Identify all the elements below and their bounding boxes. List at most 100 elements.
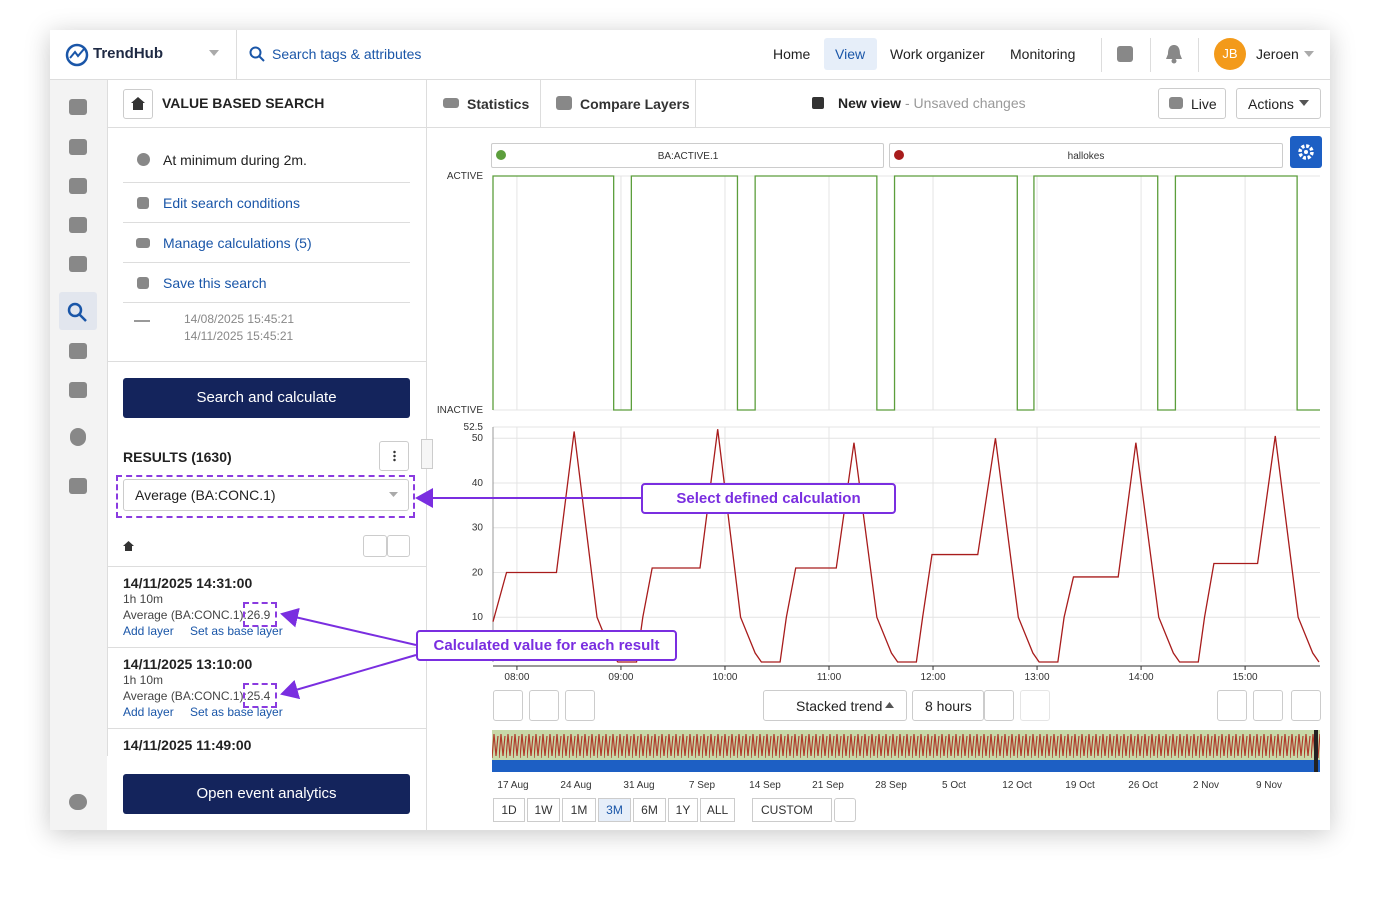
divider (540, 80, 541, 127)
divider (1198, 38, 1199, 72)
divider (123, 302, 410, 303)
avatar[interactable]: JB (1214, 38, 1246, 70)
panel-title: VALUE BASED SEARCH (162, 95, 324, 111)
actions-label[interactable]: Actions (1248, 96, 1294, 112)
save-icon (137, 277, 149, 289)
callout: Calculated value for each result (416, 630, 677, 661)
base-layer-link[interactable]: Set as base layer (190, 705, 283, 719)
settings-icon[interactable] (69, 794, 87, 810)
rail-icon[interactable] (70, 428, 86, 446)
rail-icon[interactable] (69, 256, 87, 272)
rail-icon[interactable] (69, 478, 87, 494)
next-button[interactable] (1291, 690, 1321, 721)
live-icon (1169, 97, 1183, 109)
range-button[interactable]: 6M (633, 798, 666, 822)
action-link[interactable]: Save this search (163, 275, 267, 291)
divider (236, 30, 237, 79)
result-duration: 1h 10m (123, 592, 163, 606)
clock-button[interactable] (565, 690, 595, 721)
add-layer-link[interactable]: Add layer (123, 624, 174, 638)
home-icon[interactable] (123, 541, 134, 551)
action-link[interactable]: Manage calculations (5) (163, 235, 312, 251)
rail-search-icon[interactable] (67, 302, 89, 322)
open-analytics-button[interactable]: Open event analytics (123, 774, 410, 814)
view-status: - Unsaved changes (905, 95, 1026, 111)
compare-tab[interactable]: Compare Layers (580, 96, 690, 112)
clock-button[interactable] (1253, 690, 1283, 721)
edit-icon (137, 197, 149, 209)
bell-icon[interactable] (1165, 44, 1183, 64)
divider (107, 127, 427, 128)
rail-icon[interactable] (69, 382, 87, 398)
search-icon (249, 46, 265, 62)
calc-icon (136, 238, 150, 248)
lock-button[interactable] (984, 690, 1014, 721)
add-layer-link[interactable]: Add layer (123, 705, 174, 719)
highlight-box (116, 475, 415, 518)
resize-handle[interactable] (421, 439, 433, 469)
result-time[interactable]: 14/11/2025 14:31:00 (123, 575, 252, 591)
results-label: RESULTS (1630) (123, 449, 232, 465)
range-button[interactable]: 1Y (668, 798, 698, 822)
divider (107, 361, 427, 362)
result-time[interactable]: 14/11/2025 13:10:00 (123, 656, 252, 672)
divider (123, 262, 410, 263)
brand: TrendHub (93, 45, 163, 62)
calendar-button[interactable] (1217, 690, 1247, 721)
base-layer-link[interactable]: Set as base layer (190, 624, 283, 638)
statistics-tab[interactable]: Statistics (467, 96, 529, 112)
user-name[interactable]: Jeroen (1256, 46, 1299, 62)
search-button[interactable]: Search and calculate (123, 378, 410, 418)
statistics-icon (443, 98, 459, 108)
nav-item[interactable]: View (835, 46, 865, 62)
help-icon[interactable] (1117, 46, 1133, 62)
caret (885, 702, 895, 709)
timer-icon (137, 153, 150, 166)
rail-icon[interactable] (69, 343, 87, 359)
live-label[interactable]: Live (1191, 96, 1217, 112)
custom-calendar[interactable] (834, 798, 856, 822)
rail-icon[interactable] (69, 99, 87, 115)
divider (123, 222, 410, 223)
result-duration: 1h 10m (123, 673, 163, 687)
search-input[interactable]: Search tags & attributes (272, 46, 421, 62)
rail-icon[interactable] (69, 217, 87, 233)
nav-item[interactable]: Home (773, 46, 810, 62)
collapse-button[interactable] (387, 535, 410, 557)
range-button[interactable]: 1W (527, 798, 560, 822)
custom-range[interactable]: CUSTOM (752, 798, 832, 822)
navigator[interactable] (492, 730, 1320, 774)
result-calc-label: Average (BA:CONC.1): (123, 608, 247, 622)
legend-bar[interactable] (889, 143, 1283, 168)
range-button[interactable]: 1M (562, 798, 596, 822)
action-link[interactable]: Edit search conditions (163, 195, 300, 211)
kebab-icon (393, 450, 396, 462)
callout: Select defined calculation (641, 483, 896, 514)
divider (50, 79, 1330, 80)
calendar-button[interactable] (529, 690, 559, 721)
range-button[interactable]: 3M (598, 798, 631, 822)
divider (1150, 38, 1151, 72)
nav-item[interactable]: Work organizer (890, 46, 985, 62)
caret[interactable] (209, 50, 221, 58)
caret (1299, 100, 1310, 107)
divider (695, 80, 696, 127)
range-button[interactable]: ALL (700, 798, 735, 822)
range-start: 14/08/2025 15:45:21 (184, 312, 294, 326)
save-icon[interactable] (812, 97, 824, 109)
rail-icon[interactable] (69, 178, 87, 194)
mode-label[interactable]: Stacked trend (796, 698, 882, 714)
range-button[interactable]: 1D (493, 798, 525, 822)
result-time[interactable]: 14/11/2025 11:49:00 (123, 737, 251, 753)
nav-item[interactable]: Monitoring (1010, 46, 1075, 62)
span-label[interactable]: 8 hours (925, 698, 972, 714)
condition: At minimum during 2m. (163, 152, 307, 168)
rail-icon[interactable] (69, 139, 87, 155)
history-button (1020, 690, 1050, 721)
prev-button[interactable] (493, 690, 523, 721)
range-icon (134, 320, 150, 322)
sort-button[interactable] (363, 535, 387, 557)
legend-bar[interactable] (491, 143, 884, 168)
divider (107, 728, 427, 729)
